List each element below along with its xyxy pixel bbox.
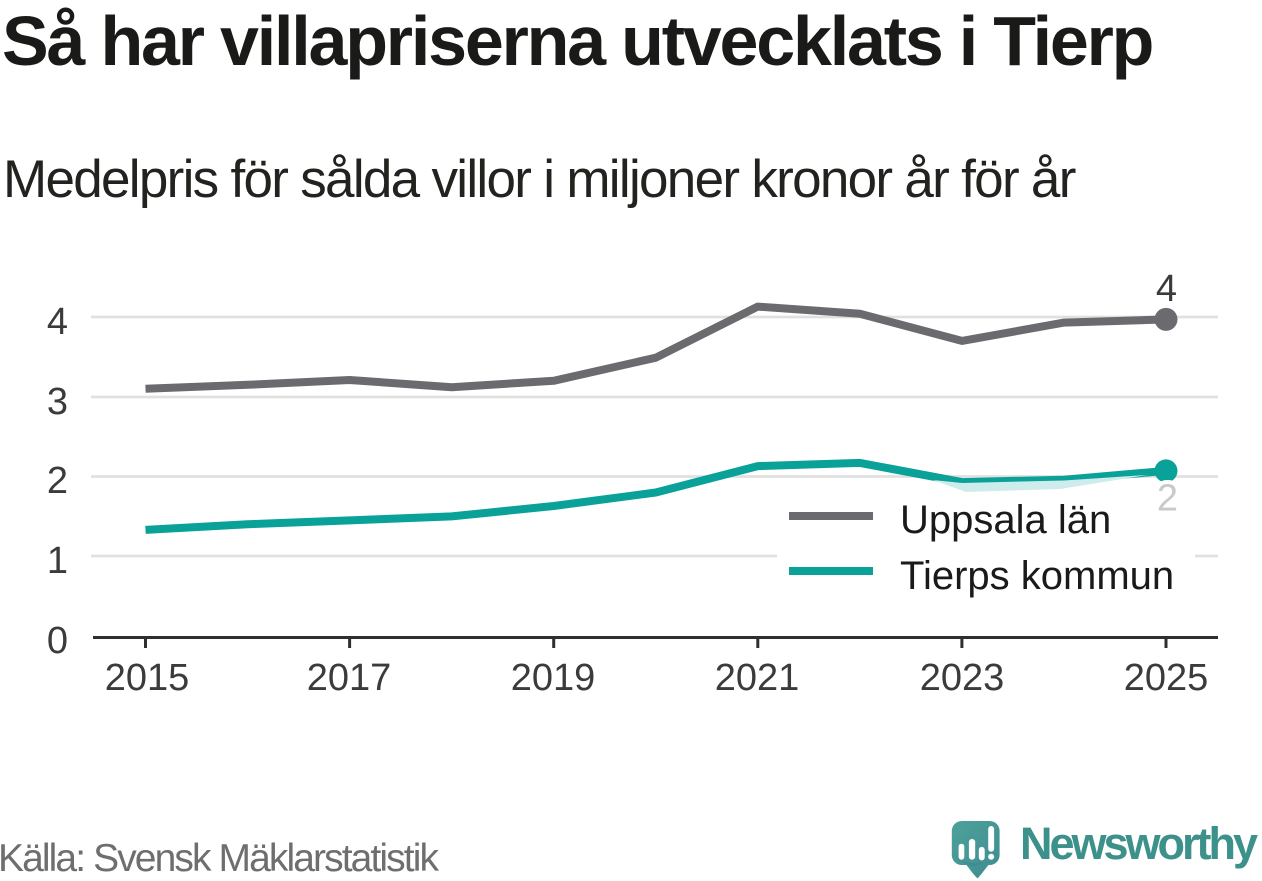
svg-text:2: 2 [1157, 478, 1178, 520]
svg-text:4: 4 [1156, 268, 1177, 310]
